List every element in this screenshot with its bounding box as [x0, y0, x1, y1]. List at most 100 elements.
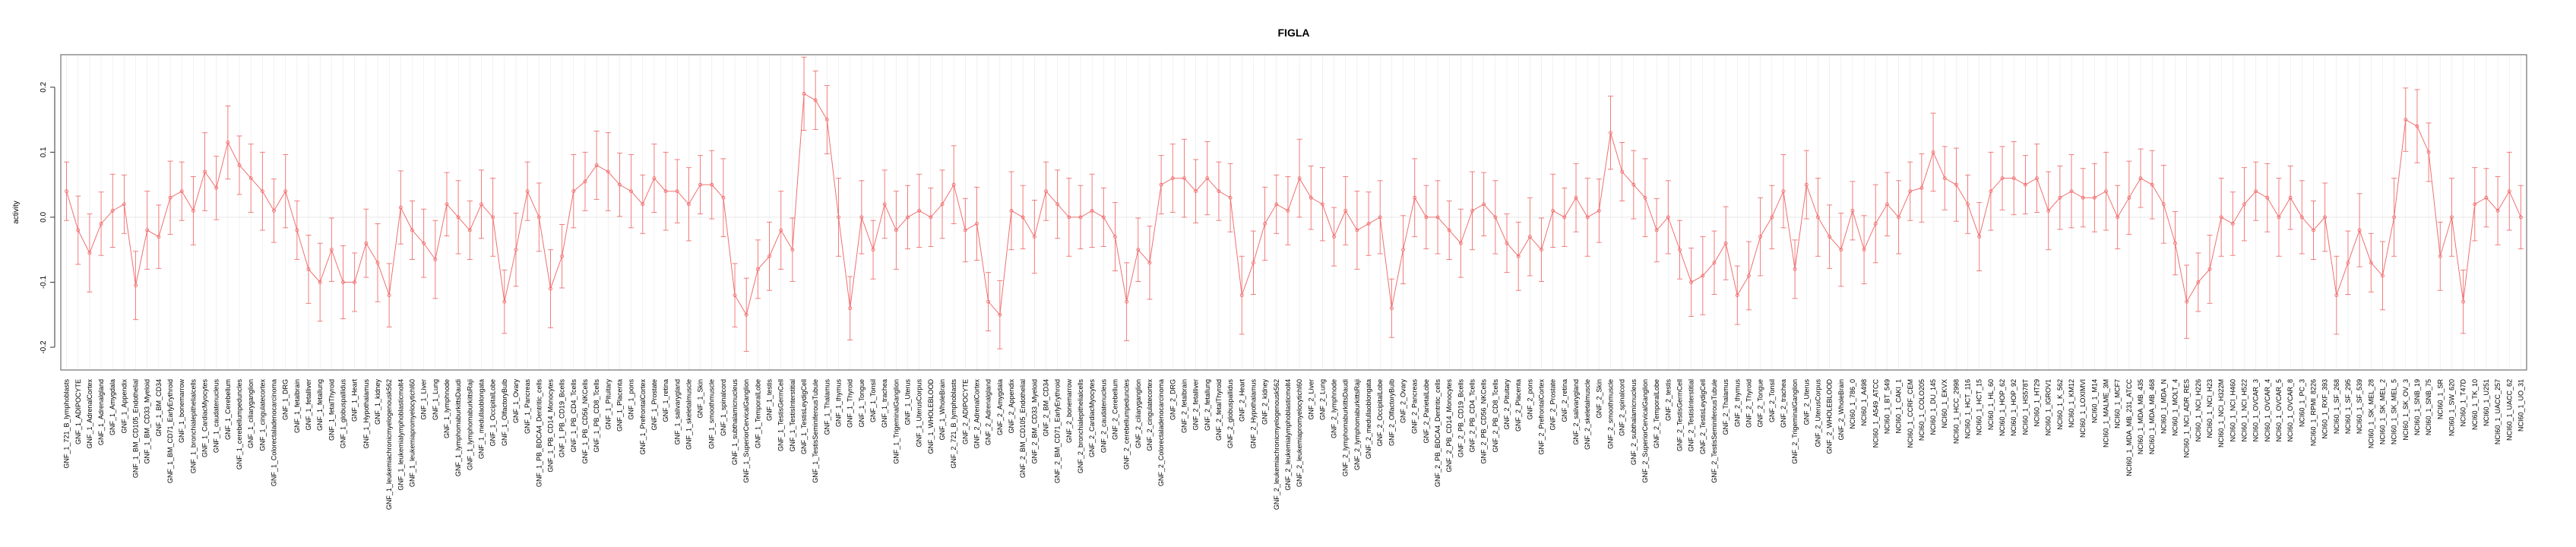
x-tick-label: GNF_2_SuperiorCervicalGanglion [1641, 379, 1649, 483]
data-point [1689, 280, 1694, 284]
chart-title: FIGLA [1278, 27, 1310, 39]
data-point [318, 280, 322, 284]
data-point [755, 267, 760, 271]
x-tick-label: GNF_1_trachea [881, 379, 888, 428]
data-point [1839, 248, 1843, 252]
y-tick-label: 0.0 [40, 212, 48, 223]
x-tick-label: GNF_2_TestisGermCell [1676, 379, 1683, 451]
data-point [525, 189, 530, 194]
x-tick-label: GNF_2_retina [1561, 379, 1568, 422]
data-point [1505, 241, 1509, 245]
data-point [2461, 299, 2466, 304]
data-point [145, 228, 150, 232]
x-tick-label: GNF_2_Liver [1307, 379, 1315, 420]
data-point [1977, 235, 1982, 239]
data-point [2346, 261, 2350, 265]
x-tick-label: GNF_1_bronchialepithelialcells [189, 379, 197, 474]
x-tick-label: GNF_1_leukemiapromyelocytichl60 [408, 379, 416, 487]
x-tick-label: NCI60_1_UACC_62 [2505, 379, 2513, 441]
data-point [1009, 208, 1014, 213]
y-tick-label: -0.2 [40, 340, 48, 354]
data-point [1251, 261, 1255, 265]
data-point [353, 280, 357, 284]
x-tick-label: GNF_1_fetallung [316, 379, 324, 431]
x-tick-label: NCI60_1_MDA_MB_435 [2137, 379, 2144, 454]
data-point [652, 176, 657, 181]
data-point [1125, 299, 1129, 304]
data-point [571, 189, 576, 194]
data-point [1954, 182, 1958, 187]
y-axis: -0.2 -0.1 0.0 0.1 0.2 [40, 81, 55, 354]
data-point [2369, 261, 2373, 265]
x-tick-label: GNF_2_CardiacMyocytes [1088, 379, 1096, 458]
x-tick-label: GNF_1_WHOLEBLOOD [927, 379, 935, 454]
x-tick-label: GNF_1_Hypothalamus [362, 379, 370, 449]
data-point [1194, 189, 1198, 194]
x-tick-label: GNF_2_Colorectaladenocarcinoma [1157, 379, 1165, 486]
data-point [2312, 228, 2315, 232]
x-tick-label: GNF_2_Appendix [1008, 379, 1015, 434]
data-point [2138, 176, 2143, 181]
data-point [2381, 274, 2385, 278]
data-point [467, 228, 472, 232]
x-tick-label: GNF_1_AdrenalCortex [86, 379, 93, 449]
data-point [364, 241, 369, 245]
data-point [433, 258, 438, 261]
data-point [986, 299, 991, 304]
data-point [2357, 228, 2362, 232]
data-point [710, 182, 714, 187]
x-tick-label: GNF_1_Thalamus [823, 379, 831, 435]
data-point [1793, 267, 1797, 271]
x-tick-label: GNF_1_lymphomaburkittsDaudi [454, 379, 462, 476]
data-point [422, 241, 426, 245]
x-tick-label: NCI60_1_SK_MEL_2 [2378, 379, 2386, 444]
data-point [1447, 228, 1451, 232]
data-point [1389, 306, 1394, 311]
data-point [2495, 208, 2500, 213]
data-point [1989, 189, 1993, 194]
data-point [1735, 293, 1739, 298]
data-point [1332, 235, 1337, 239]
x-tick-label: NCI60_1_MDA_MB_468 [2148, 379, 2156, 454]
data-point [536, 215, 541, 220]
x-tick-label: GNF_1_ciliaryganglion [247, 379, 255, 448]
x-tick-label: GNF_2_UterusCorpus [1814, 379, 1821, 447]
x-tick-label: GNF_2_lymphomaburkittsRaji [1353, 379, 1361, 470]
x-tick-label: NCI60_1_SF_268 [2333, 379, 2340, 434]
data-point [2092, 195, 2097, 200]
x-tick-label: GNF_2_TrigeminalGanglion [1791, 379, 1799, 464]
data-point [837, 215, 840, 220]
x-tick-label: GNF_1_TestisInterstitial [789, 379, 796, 452]
x-tick-label: NCI60_1_HL_60 [1987, 379, 1995, 430]
data-point [134, 283, 138, 288]
data-point [2116, 215, 2120, 220]
x-tick-label: GNF_1_BM_CD105_Endothelial [132, 379, 140, 478]
x-tick-label: NCI60_1_HT29 [2033, 379, 2041, 427]
x-tick-label: GNF_1_TestisGermCell [777, 379, 785, 451]
data-point [1021, 215, 1025, 220]
data-point [2277, 215, 2281, 220]
x-tick-label: GNF_2_Amygdala [996, 379, 1004, 435]
x-tick-label: GNF_1_salivarygland [673, 379, 681, 445]
data-point [813, 98, 818, 103]
data-point [1758, 235, 1763, 239]
data-point [1701, 274, 1705, 278]
x-tick-label: GNF_1_spinalcord [720, 379, 727, 436]
x-tick-label: GNF_1_BM_CD33_Myeloid [144, 379, 151, 464]
x-tick-label: GNF_2_OlfactoryBulb [1388, 379, 1395, 446]
x-tick-label: GNF_1_PB_CD19_Bcells [559, 379, 566, 458]
data-point [2254, 189, 2258, 194]
x-tick-label: GNF_1_Uterus [904, 379, 912, 425]
x-tick-label: NCI60_1_MDA_MB_231_ATCC [2125, 379, 2133, 476]
x-tick-label: GNF_2_Heart [1238, 379, 1245, 422]
x-tick-label: NCI60_1_SF_295 [2344, 379, 2352, 434]
x-tick-label: GNF_1_kidney [374, 379, 381, 425]
data-point [2104, 189, 2108, 194]
data-point [1712, 261, 1717, 265]
x-tick-label: NCI60_1_HCC_2998 [1952, 379, 1960, 444]
data-point [1217, 189, 1221, 194]
data-point [1101, 215, 1106, 220]
x-tick-label: GNF_2_lymphomaburkittsDaudi [1342, 379, 1350, 476]
x-tick-label: GNF_2_TestisInterstitial [1688, 379, 1695, 452]
